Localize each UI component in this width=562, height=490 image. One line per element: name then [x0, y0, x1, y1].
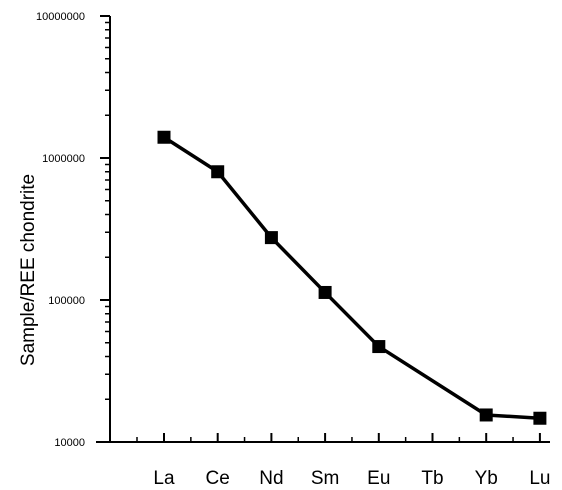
y-ticks: 10000 100000 1000000 10000000 — [36, 11, 110, 449]
x-tick-label: Yb — [475, 468, 498, 489]
x-tick-label: Eu — [367, 468, 390, 489]
y-tick-label: 1000000 — [42, 153, 85, 165]
data-point-la — [157, 130, 171, 144]
x-ticks: La Ce Nd Sm Eu Tb Yb Lu — [109, 433, 550, 489]
x-tick-label: La — [153, 468, 175, 489]
y-tick-label: 10000000 — [36, 11, 85, 23]
y-axis: 10000 100000 1000000 10000000 — [36, 11, 111, 449]
x-axis: La Ce Nd Sm Eu Tb Yb Lu — [96, 433, 550, 489]
data-point-eu — [372, 340, 386, 354]
data-point-yb — [479, 408, 493, 422]
series-line — [163, 135, 541, 420]
series — [157, 130, 547, 425]
data-point-ce — [211, 165, 225, 179]
x-tick-label: Nd — [259, 468, 283, 489]
y-tick-label: 100000 — [48, 295, 85, 307]
data-point-sm — [318, 285, 332, 299]
x-tick-label: Sm — [311, 468, 340, 489]
data-point-nd — [264, 231, 278, 245]
x-tick-label: Ce — [206, 468, 230, 489]
x-tick-label: Tb — [421, 468, 443, 489]
y-axis-title: Sample/REE chondrite — [18, 174, 39, 366]
x-tick-label: Lu — [529, 468, 550, 489]
y-tick-label: 10000 — [54, 437, 85, 449]
data-point-lu — [533, 411, 547, 425]
